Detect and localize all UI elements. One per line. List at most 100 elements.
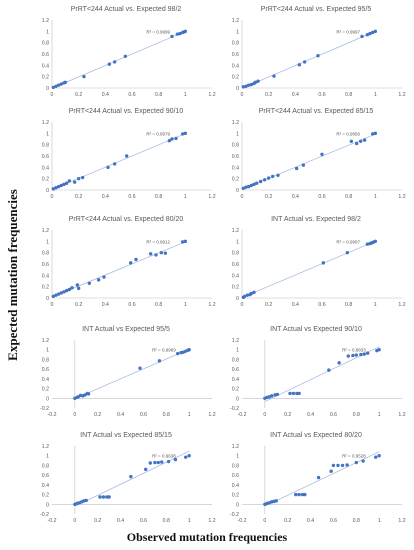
y-tick-label: 0.4 — [232, 483, 239, 489]
y-tick-label: 0.2 — [42, 177, 49, 183]
data-point — [134, 257, 138, 262]
chart-title: INT Actual vs Expected 80/20 — [270, 432, 362, 439]
data-point — [351, 353, 355, 358]
data-point — [349, 139, 354, 143]
data-point — [302, 60, 307, 64]
x-tick-label: 0 — [263, 412, 266, 418]
data-point — [258, 179, 263, 184]
r-squared-label: R² = 0.9969 — [152, 348, 176, 353]
y-tick-label: 1 — [46, 239, 49, 245]
data-point — [184, 455, 188, 459]
data-point — [270, 394, 274, 398]
y-tick-label: 0 — [236, 396, 239, 402]
chart-panel-3: PrRT<244 Actual vs. Expected 90/10 0 0.2 0.… — [42, 108, 216, 200]
x-tick-label: 1 — [188, 518, 191, 524]
x-tick-label: 0 — [51, 194, 54, 200]
data-point — [370, 132, 375, 136]
y-tick-label: 0.2 — [42, 75, 49, 81]
y-tick-label: 1 — [236, 239, 239, 245]
chart-panel-6: INT Actual vs. Expected 98/2 0 0.2 0.4 0.6 0.… — [232, 216, 406, 308]
y-tick-label: 0.2 — [232, 493, 239, 499]
chart-title: INT Actual vs Expected 85/15 — [80, 432, 172, 439]
data-point — [266, 176, 271, 180]
data-point — [246, 184, 251, 189]
y-tick-label: 0 — [236, 86, 239, 92]
y-tick-label: 0.2 — [42, 493, 49, 499]
x-tick-label: 1 — [378, 412, 381, 418]
y-tick-label: 1.2 — [42, 120, 49, 126]
data-point — [359, 352, 363, 357]
data-point — [366, 351, 370, 355]
data-point — [63, 80, 68, 85]
x-tick-label: -0.2 — [238, 518, 247, 524]
data-point — [175, 32, 180, 36]
chart-panel-2: PrRT<244 Actual vs. Expected 95/5 0 0.2 0.4… — [232, 6, 406, 98]
data-point — [96, 278, 101, 282]
data-point — [107, 62, 112, 66]
data-point — [244, 84, 248, 89]
data-point — [374, 455, 378, 459]
data-point — [253, 80, 258, 85]
x-tick-label: 0.6 — [318, 302, 325, 308]
x-tick-label: 1 — [374, 92, 377, 98]
y-tick-label: 0.2 — [232, 387, 239, 393]
x-tick-label: -0.2 — [48, 518, 57, 524]
y-tick-label: 0.4 — [42, 63, 49, 69]
data-point — [157, 359, 162, 363]
data-point — [56, 184, 61, 189]
r-squared-label: R² = 0.9638 — [152, 454, 176, 459]
chart-title: INT Actual vs Expected 95/5 — [82, 326, 170, 333]
data-point — [51, 294, 56, 298]
data-point — [365, 33, 370, 37]
data-point — [241, 85, 246, 89]
x-tick-label: 0.4 — [292, 302, 299, 308]
data-point — [316, 54, 320, 58]
y-tick-label: 0.4 — [232, 165, 239, 171]
y-tick-label: 0.8 — [42, 143, 49, 149]
data-point — [252, 182, 256, 187]
data-point — [320, 152, 324, 156]
data-point — [62, 182, 66, 187]
x-tick-label: 0.4 — [292, 92, 299, 98]
data-point — [241, 186, 246, 190]
data-point — [138, 366, 142, 370]
data-point — [144, 467, 148, 472]
y-tick-label: 1.2 — [42, 338, 49, 344]
data-point — [297, 492, 301, 497]
y-tick-label: 1 — [46, 454, 49, 460]
data-point — [84, 498, 88, 503]
x-tick-label: 0.8 — [163, 412, 170, 418]
data-point — [163, 251, 168, 255]
y-tick-label: 0.8 — [232, 41, 239, 47]
data-point — [112, 60, 117, 64]
x-tick-label: 0.4 — [102, 302, 109, 308]
data-point — [153, 460, 157, 465]
x-tick-label: 0.8 — [353, 518, 360, 524]
r-squared-label: R² = 0.9833 — [342, 348, 366, 353]
chart-panel-7: INT Actual vs Expected 95/5 -0.2 0 0.2 0.4 0.… — [40, 326, 216, 418]
x-tick-label: 0 — [51, 92, 54, 98]
data-point — [173, 457, 178, 462]
x-tick-label: 0.8 — [353, 412, 360, 418]
data-point — [340, 463, 345, 468]
data-point — [327, 368, 331, 372]
data-point — [370, 30, 375, 35]
x-tick-label: 0.2 — [94, 412, 101, 418]
data-point — [166, 459, 171, 464]
data-point — [62, 290, 66, 294]
x-tick-label: 1.2 — [208, 518, 215, 524]
data-point — [76, 176, 81, 181]
y-tick-label: 0.4 — [42, 377, 49, 383]
y-tick-label: -0.2 — [40, 406, 49, 412]
data-point — [64, 181, 69, 185]
x-tick-label: 1 — [378, 518, 381, 524]
x-tick-label: 1 — [184, 194, 187, 200]
y-tick-label: 0.6 — [42, 473, 49, 479]
data-point — [249, 82, 254, 87]
r-squared-label: R² = 0.9528 — [342, 454, 366, 459]
data-point — [321, 261, 326, 265]
data-point — [294, 492, 298, 497]
x-tick-label: 0 — [241, 92, 244, 98]
data-point — [354, 460, 358, 465]
data-point — [54, 293, 58, 297]
